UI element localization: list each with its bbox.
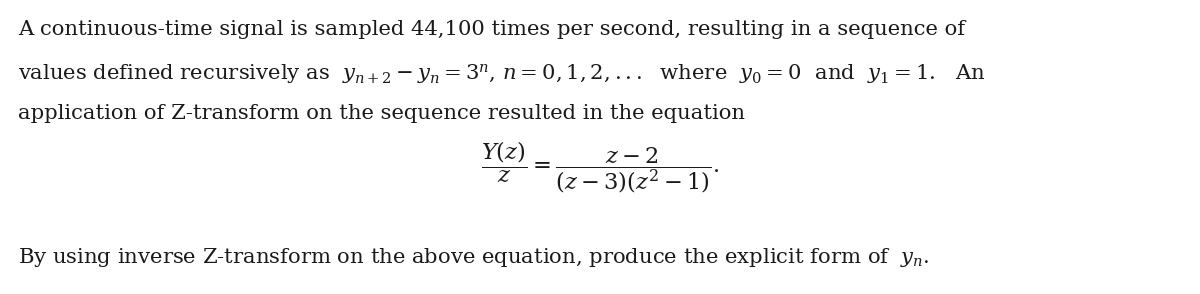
- Text: values defined recursively as  $y_{n+2}-y_{n}=3^n$, $n=0,1,2,...$  where  $y_0=0: values defined recursively as $y_{n+2}-y…: [18, 62, 985, 86]
- Text: $\dfrac{Y(z)}{z}=\dfrac{z-2}{(z-3)(z^2-1)}.$: $\dfrac{Y(z)}{z}=\dfrac{z-2}{(z-3)(z^2-1…: [481, 139, 719, 195]
- Text: A continuous-time signal is sampled 44,100 times per second, resulting in a sequ: A continuous-time signal is sampled 44,1…: [18, 20, 965, 39]
- Text: By using inverse Z-transform on the above equation, produce the explicit form of: By using inverse Z-transform on the abov…: [18, 246, 930, 269]
- Text: application of Z-transform on the sequence resulted in the equation: application of Z-transform on the sequen…: [18, 104, 745, 123]
